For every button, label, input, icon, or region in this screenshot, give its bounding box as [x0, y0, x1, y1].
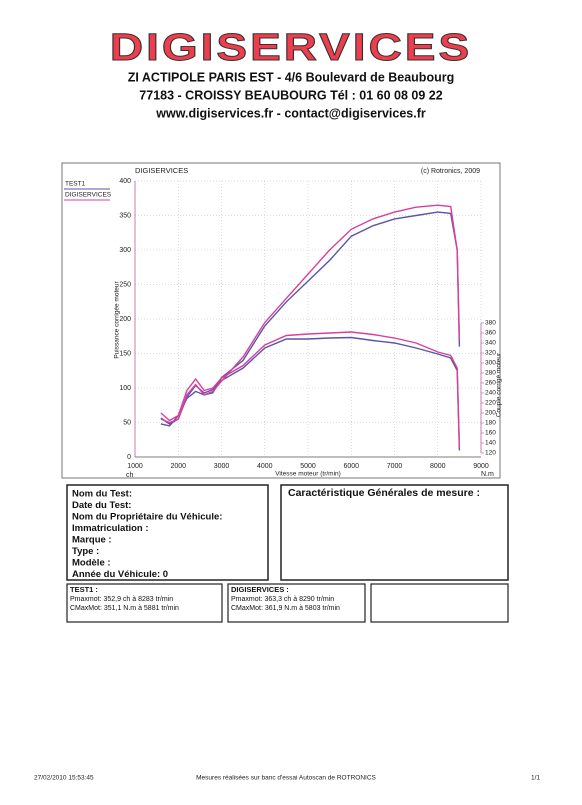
info-field: Modèle :: [72, 558, 111, 569]
result-box: [66, 583, 223, 623]
y-tick-label: 0: [127, 454, 131, 461]
chart-credit: (c) Rotronics, 2009: [421, 168, 480, 175]
y-tick-label: 50: [123, 419, 131, 426]
y2-tick-label: 180: [485, 420, 496, 427]
info-field: Année du Véhicule: 0: [72, 569, 168, 580]
power-line: [160, 204, 461, 424]
torque-line: [160, 336, 461, 451]
result-box: [227, 583, 366, 623]
info-box: [66, 484, 269, 581]
address-line: 77183 - CROISSY BEAUBOURG Tél : 01 60 08…: [139, 88, 442, 102]
y-tick-label: 200: [119, 316, 131, 323]
legend-label: DIGISERVICES: [65, 192, 112, 199]
y2-tick-label: 320: [485, 350, 496, 357]
legend-label: TEST1: [65, 181, 86, 188]
address-line: ZI ACTIPOLE PARIS EST - 4/6 Boulevard de…: [128, 70, 454, 84]
y2-unit: N.m: [481, 471, 494, 478]
chart-frame: [61, 162, 501, 479]
info-field: Date du Test:: [72, 500, 131, 511]
x-tick-label: 6000: [343, 463, 359, 470]
x-tick-label: 3000: [214, 463, 230, 470]
x-tick-label: 8000: [430, 463, 446, 470]
empty-box: [370, 583, 509, 623]
result-line: Pmaxmot: 352,9 ch à 8283 tr/min: [70, 596, 173, 603]
y-unit: ch: [126, 472, 134, 479]
result-line: Pmaxmot: 363,3 ch à 8290 tr/min: [231, 596, 334, 603]
y2-tick-label: 160: [485, 430, 496, 437]
x-tick-label: 2000: [170, 463, 186, 470]
y-axis-label: Puissance corrigée moteur: [114, 281, 121, 359]
y2-tick-label: 240: [485, 390, 496, 397]
x-tick-label: 7000: [387, 463, 403, 470]
y2-tick-label: 120: [485, 450, 496, 457]
footer-timestamp: 27/02/2010 15:53:45: [34, 775, 94, 782]
y2-tick-label: 140: [485, 440, 496, 447]
footer-page: 1/1: [531, 775, 540, 782]
x-axis-label: Vitesse moteur (tr/min): [275, 471, 341, 478]
y-tick-label: 400: [119, 178, 131, 185]
y-tick-label: 300: [119, 247, 131, 254]
y2-tick-label: 360: [485, 330, 496, 337]
y2-tick-label: 300: [485, 360, 496, 367]
result-line: CMaxMot: 351,1 N.m à 5881 tr/min: [70, 605, 179, 612]
y2-tick-label: 260: [485, 380, 496, 387]
y2-tick-label: 220: [485, 400, 496, 407]
info-field: Type :: [72, 546, 99, 557]
x-tick-label: 1000: [127, 463, 143, 470]
y-tick-label: 100: [119, 385, 131, 392]
x-tick-label: 4000: [257, 463, 273, 470]
y-tick-label: 150: [119, 350, 131, 357]
result-title: DIGISERVICES :: [231, 585, 289, 594]
info-field: Immatriculation :: [72, 523, 149, 534]
x-tick-label: 9000: [473, 463, 489, 470]
logo: DIGISERVICES: [110, 26, 472, 68]
y2-tick-label: 280: [485, 370, 496, 377]
y2-tick-label: 200: [485, 410, 496, 417]
info-field: Nom du Test:: [72, 489, 132, 500]
y2-axis-label: Couple corrigé moteur: [496, 352, 503, 417]
characteristics-title: Caractéristique Générales de mesure :: [288, 487, 480, 499]
y2-tick-label: 380: [485, 320, 496, 327]
characteristics-box: [280, 484, 509, 581]
info-field: Marque :: [72, 535, 112, 546]
result-title: TEST1 :: [70, 585, 98, 594]
info-field: Nom du Propriétaire du Véhicule:: [72, 512, 222, 523]
address-line: www.digiservices.fr - contact@digiservic…: [155, 106, 426, 120]
chart-title: DIGISERVICES: [135, 166, 188, 175]
footer-note: Mesures réalisées sur banc d'essai Autos…: [196, 775, 376, 782]
torque-line: [160, 331, 461, 449]
y-tick-label: 350: [119, 212, 131, 219]
x-tick-label: 5000: [300, 463, 316, 470]
result-line: CMaxMot: 361,9 N.m à 5803 tr/min: [231, 605, 340, 612]
y-tick-label: 250: [119, 281, 131, 288]
y2-tick-label: 340: [485, 340, 496, 347]
power-line: [160, 211, 461, 427]
